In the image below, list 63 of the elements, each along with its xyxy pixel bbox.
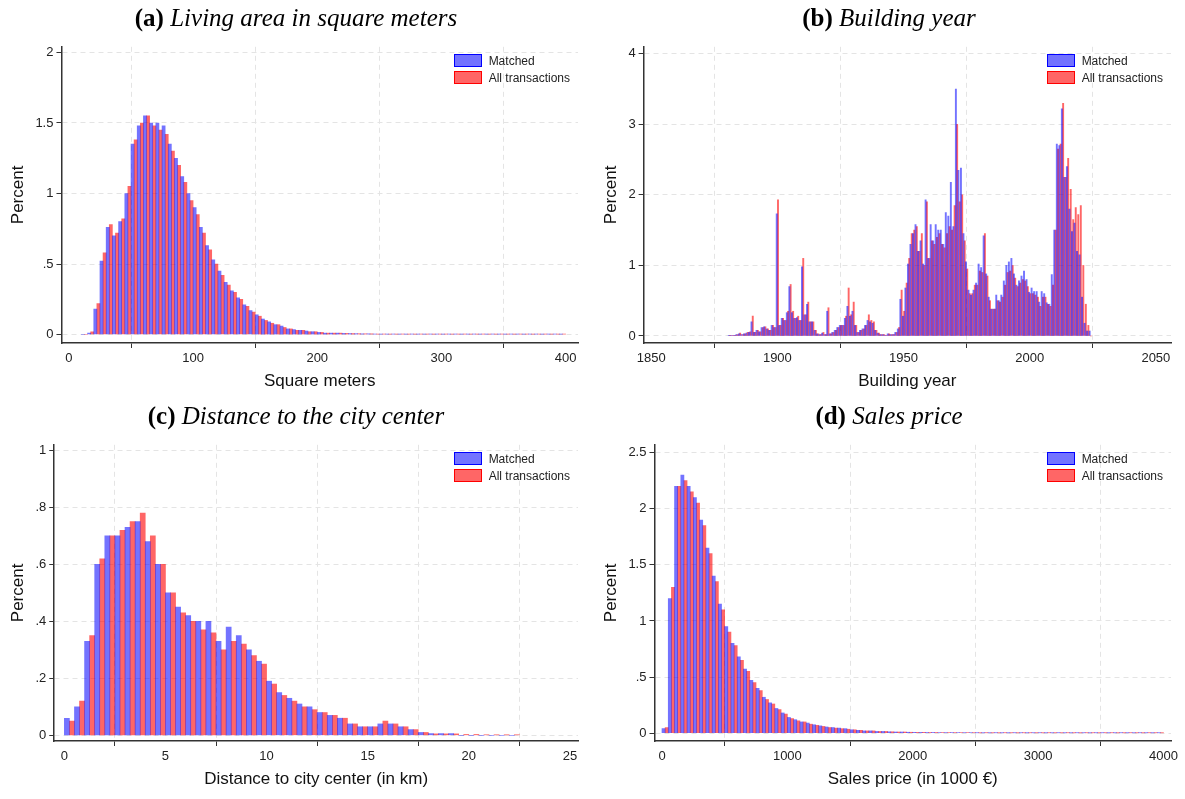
x-tick-label: 20 (461, 748, 477, 764)
x-tick-label: 1000 (772, 748, 802, 764)
y-tick-label: 2 (46, 44, 54, 60)
y-axis-title: Percent (600, 165, 620, 225)
legend-label: Matched (1081, 53, 1128, 68)
x-tick-label: 2000 (1015, 350, 1045, 366)
x-tick-label: 0 (658, 748, 666, 764)
y-tick-label: .4 (35, 612, 47, 628)
y-tick-label: 1 (46, 185, 54, 201)
legend-label: All transactions (1081, 70, 1163, 85)
x-tick-label: 1850 (636, 350, 666, 366)
y-tick-label: 2 (628, 186, 636, 202)
y-tick-label: 2.5 (628, 444, 647, 460)
x-tick-label: 400 (554, 350, 577, 366)
x-axis-title: Sales price (in 1000 €) (827, 769, 998, 789)
x-tick-label: 1950 (889, 350, 918, 366)
x-axis-title: Building year (858, 371, 957, 391)
y-tick-label: 0 (39, 726, 47, 742)
x-tick-label: 0 (60, 748, 68, 764)
x-tick-label: 10 (259, 748, 274, 764)
legend-label: All transactions (488, 468, 570, 483)
y-tick-label: 4 (628, 45, 636, 61)
y-tick-label: 2 (639, 500, 647, 516)
y-tick-label: 1 (639, 612, 647, 628)
legend-label: All transactions (488, 70, 570, 85)
x-tick-label: 1900 (762, 350, 792, 366)
chart-title: (a) Living area in square meters (134, 4, 458, 31)
y-tick-label: 1.5 (35, 114, 54, 130)
y-tick-label: 0 (628, 327, 636, 343)
y-tick-label: .6 (35, 556, 47, 571)
x-tick-label: 15 (360, 748, 375, 764)
y-tick-label: 1 (628, 257, 636, 272)
x-tick-label: 200 (306, 350, 329, 366)
y-tick-label: .2 (35, 669, 47, 685)
x-tick-label: 4000 (1149, 748, 1178, 764)
y-axis-title: Percent (7, 165, 27, 225)
y-tick-label: 1.5 (628, 556, 647, 572)
y-axis-title: Percent (600, 563, 620, 623)
x-tick-label: 3000 (1023, 748, 1053, 764)
legend-label: Matched (488, 53, 535, 68)
y-tick-label: .8 (35, 499, 47, 515)
x-axis-title: Square meters (263, 371, 376, 391)
x-tick-label: 100 (182, 350, 204, 366)
legend-label: Matched (1081, 451, 1128, 466)
y-tick-label: .5 (635, 668, 647, 684)
y-tick-label: 1 (39, 442, 47, 458)
y-tick-label: 0 (46, 326, 54, 342)
x-tick-label: 5 (161, 748, 170, 764)
x-tick-label: 300 (430, 350, 453, 366)
x-tick-label: 0 (65, 350, 73, 366)
y-tick-label: .5 (42, 255, 54, 271)
chart-title: (c) Distance to the city center (147, 402, 445, 429)
legend-label: Matched (488, 451, 535, 466)
chart-title: (b) Building year (802, 4, 976, 31)
y-axis-title: Percent (7, 563, 27, 623)
y-tick-label: 3 (628, 115, 636, 131)
chart-title: (d) Sales price (815, 402, 963, 429)
legend-label: All transactions (1081, 468, 1163, 483)
x-tick-label: 2000 (898, 748, 928, 764)
x-tick-label: 2050 (1141, 350, 1171, 366)
x-tick-label: 25 (562, 748, 578, 764)
y-tick-label: 0 (639, 724, 647, 740)
x-axis-title: Distance to city center (in km) (204, 769, 429, 789)
